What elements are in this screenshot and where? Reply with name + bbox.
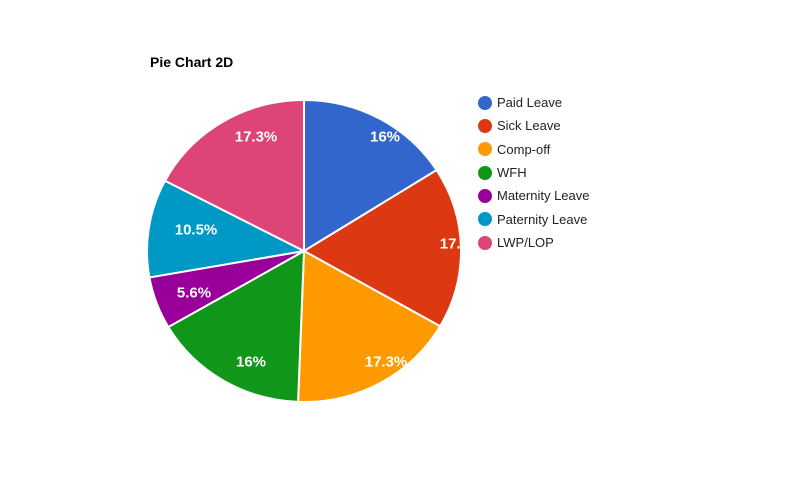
legend-item-lwp-lop: LWP/LOP (478, 231, 590, 254)
pie-slice-comp-off[interactable] (297, 250, 442, 403)
legend-marker-icon (478, 142, 492, 157)
pie-slice-paternity-leave[interactable] (146, 179, 305, 279)
legend-item-sick-leave: Sick Leave (478, 114, 590, 137)
legend-item-maternity-leave: Maternity Leave (478, 184, 590, 207)
pie-slice-paid-leave[interactable] (303, 99, 438, 252)
legend-marker-icon (478, 95, 492, 110)
legend-label: Paternity Leave (497, 211, 588, 227)
legend-marker-icon (478, 118, 492, 133)
chart-title: Pie Chart 2D (150, 54, 234, 70)
legend-marker-icon (478, 235, 492, 250)
legend-label: WFH (497, 165, 527, 181)
legend-label: LWP/LOP (497, 235, 554, 251)
pie-slice-wfh[interactable] (167, 250, 305, 403)
pie-slice-sick-leave[interactable] (303, 169, 462, 328)
legend-marker-icon (478, 188, 492, 203)
legend-item-wfh: WFH (478, 161, 590, 184)
legend-label: Sick Leave (497, 118, 561, 134)
legend-marker-icon (478, 212, 492, 227)
legend: Paid Leave Sick Leave Comp-off WFH Maternity… (478, 91, 590, 254)
legend-label: Maternity Leave (497, 188, 590, 204)
legend-marker-icon (478, 165, 492, 180)
legend-item-paternity-leave: Paternity Leave (478, 208, 590, 231)
legend-item-comp-off: Comp-off (478, 138, 590, 161)
legend-label: Comp-off (497, 141, 551, 157)
legend-label: Paid Leave (497, 95, 563, 111)
pie-slice-lwp-lop[interactable] (164, 99, 305, 252)
legend-item-paid-leave: Paid Leave (478, 91, 590, 114)
